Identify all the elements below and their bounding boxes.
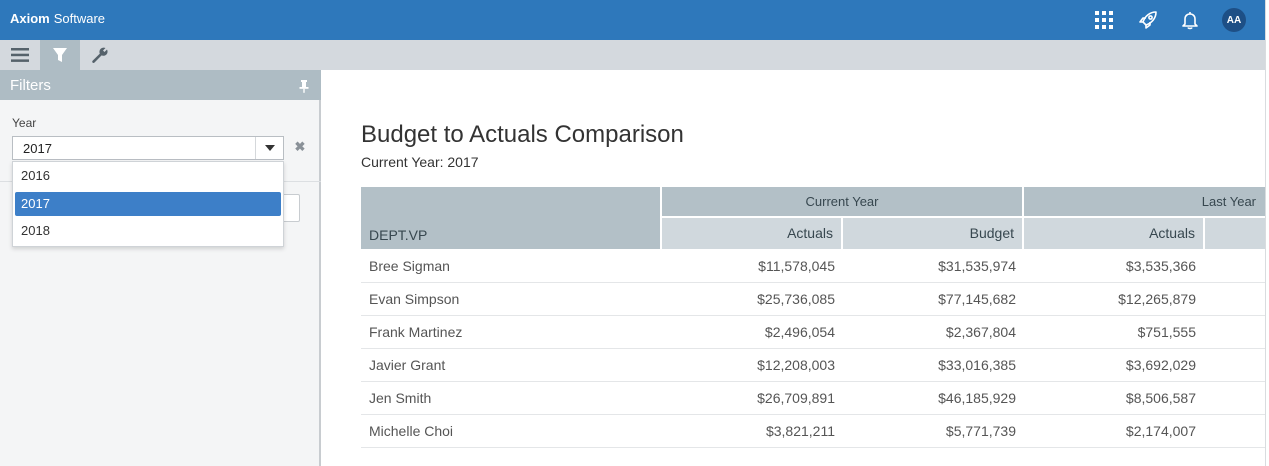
cy-actuals-value: $12,208,003 [757,357,835,373]
group-header-current-year: Current Year [662,187,1022,216]
dept-name: Javier Grant [369,357,446,373]
filter-icon [53,48,67,62]
year-option[interactable]: 2016 [21,168,50,183]
group-header-last-year: Last Year [1024,187,1266,216]
clear-year-button[interactable]: ✖ [294,139,306,154]
top-bar: Axiom Software [0,0,1266,40]
user-avatar[interactable]: AA [1222,8,1246,32]
year-dropdown-toggle[interactable] [255,137,283,159]
ly-actuals-value: $751,555 [1137,324,1196,340]
menu-icon [11,48,29,62]
cy-budget-value: $2,367,804 [945,324,1016,340]
window-right-edge [1265,0,1266,466]
report-area: Budget to Actuals Comparison Current Yea… [323,70,1266,466]
column-header-dept[interactable]: DEPT.VP [361,187,660,249]
dept-name: Jen Smith [369,390,432,406]
table-row[interactable]: Javier Grant $12,208,003 $33,016,385 $3,… [361,349,1266,382]
table-row[interactable]: Evan Simpson $25,736,085 $77,145,682 $12… [361,283,1266,316]
cy-actuals-value: $26,709,891 [757,390,835,406]
ly-actuals-value: $12,265,879 [1118,291,1196,307]
report-subtitle: Current Year: 2017 [361,154,479,170]
dept-name: Evan Simpson [369,291,460,307]
year-label: Year [12,116,37,130]
ly-actuals-value: $3,692,029 [1125,357,1196,373]
table-row[interactable]: Jen Smith $26,709,891 $46,185,929 $8,506… [361,382,1266,415]
cy-budget-value: $5,771,739 [945,423,1016,439]
dept-name: Michelle Choi [369,423,454,439]
menu-button[interactable] [0,40,40,70]
column-header-cy-actuals[interactable]: Actuals [662,218,841,249]
ly-actuals-value: $3,535,366 [1125,258,1196,274]
ly-actuals-value: $8,506,587 [1125,390,1196,406]
year-combobox[interactable] [12,136,284,160]
year-input[interactable] [13,137,255,159]
column-header-cy-budget[interactable]: Budget [843,218,1022,249]
ly-actuals-value: $2,174,007 [1125,423,1196,439]
caret-down-icon [264,145,275,151]
brand-name: Axiom [10,11,50,26]
column-header-ly-next[interactable] [1205,218,1266,249]
bell-icon[interactable] [1178,8,1202,32]
table-row[interactable]: Michelle Choi $3,821,211 $5,771,739 $2,1… [361,415,1266,448]
filter-panel-header: Filters [0,70,321,100]
cy-budget-value: $46,185,929 [938,390,1016,406]
wrench-icon [92,47,108,63]
dept-name: Bree Sigman [369,258,450,274]
brand-logo: Axiom Software [10,11,105,26]
table-row[interactable]: Frank Martinez $2,496,054 $2,367,804 $75… [361,316,1266,349]
pin-icon[interactable] [297,79,311,93]
cy-actuals-value: $2,496,054 [764,324,835,340]
brand-suffix: Software [53,11,106,26]
cy-budget-value: $33,016,385 [938,357,1016,373]
budget-table: DEPT.VP Current Year Last Year Actuals B… [361,187,1266,466]
cy-actuals-value: $3,821,211 [765,423,835,439]
cy-actuals-value: $25,736,085 [757,291,835,307]
rocket-icon[interactable] [1136,8,1160,32]
filter-panel-title: Filters [10,77,51,94]
report-title: Budget to Actuals Comparison [361,121,684,148]
cy-budget-value: $31,535,974 [938,258,1016,274]
year-dropdown-list: 2016 2017 2018 [12,161,284,247]
dept-name: Frank Martinez [369,324,463,340]
cy-actuals-value: $11,578,045 [758,258,835,274]
settings-button[interactable] [80,40,120,70]
table-row[interactable]: Bree Sigman $11,578,045 $31,535,974 $3,5… [361,250,1266,283]
year-option-selected[interactable]: 2017 [15,192,281,216]
filter-panel: Filters Year ✖ 2016 2017 2018 [0,70,321,466]
cy-budget-value: $77,145,682 [938,291,1016,307]
toolbar [0,40,1266,70]
year-option[interactable]: 2018 [21,223,50,238]
column-header-ly-actuals[interactable]: Actuals [1024,218,1203,249]
column-header-label: DEPT.VP [369,227,428,243]
apps-grid-icon[interactable] [1092,8,1116,32]
filter-button[interactable] [40,40,80,70]
